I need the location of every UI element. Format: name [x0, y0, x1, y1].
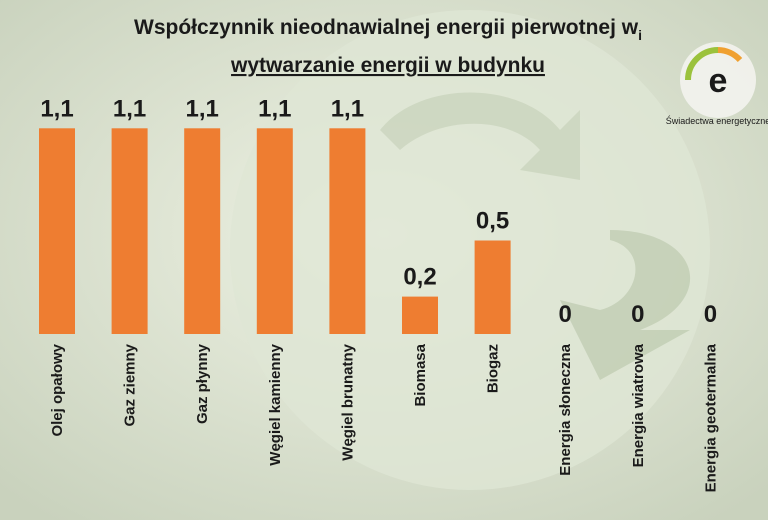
- value-label: 1,1: [113, 95, 146, 122]
- value-label: 1,1: [258, 95, 291, 122]
- logo: e Świadectwa energetyczne: [666, 42, 768, 126]
- x-tick-label: Węgiel kamienny: [267, 343, 284, 465]
- value-label: 0,2: [403, 264, 436, 291]
- chart-title: Współczynnik nieodnawialnej energii pier…: [134, 16, 642, 43]
- x-tick-label: Biomasa: [412, 343, 429, 406]
- bar: [39, 128, 75, 334]
- logo-text: Świadectwa energetyczne: [666, 115, 768, 126]
- x-tick-label: Węgiel brunatny: [339, 343, 356, 460]
- arrow-decoration: [380, 92, 580, 180]
- logo-arc: [717, 47, 743, 63]
- value-label: 1,1: [40, 95, 73, 122]
- logo-arc: [685, 47, 719, 81]
- bar: [474, 240, 511, 334]
- x-tick-label: Gaz płynny: [194, 343, 211, 424]
- title-subscript: i: [638, 27, 642, 43]
- logo-letter: e: [709, 62, 728, 100]
- bar: [184, 128, 221, 334]
- arrow-decoration: [560, 230, 691, 380]
- bar: [111, 128, 148, 334]
- value-label: 1,1: [331, 95, 364, 122]
- bar: [329, 128, 366, 334]
- value-label: 1,1: [186, 95, 219, 122]
- x-tick-label: Gaz ziemny: [122, 343, 139, 426]
- x-tick-label: Energia geotermalna: [702, 343, 719, 492]
- value-label: 0,5: [476, 208, 509, 235]
- title-main: Współczynnik nieodnawialnej energii pier…: [134, 16, 639, 39]
- bar: [256, 128, 293, 334]
- chart-subtitle: wytwarzanie energii w budynku: [230, 54, 545, 77]
- value-label: 0: [631, 301, 644, 328]
- value-label: 0: [704, 301, 717, 328]
- value-label: 0: [559, 301, 572, 328]
- bar: [402, 296, 438, 334]
- x-tick-label: Biogaz: [485, 344, 502, 393]
- x-tick-label: Energia wiatrowa: [630, 343, 647, 467]
- x-tick-label: Energia słoneczna: [557, 343, 574, 475]
- x-tick-label: Olej opałowy: [49, 343, 66, 436]
